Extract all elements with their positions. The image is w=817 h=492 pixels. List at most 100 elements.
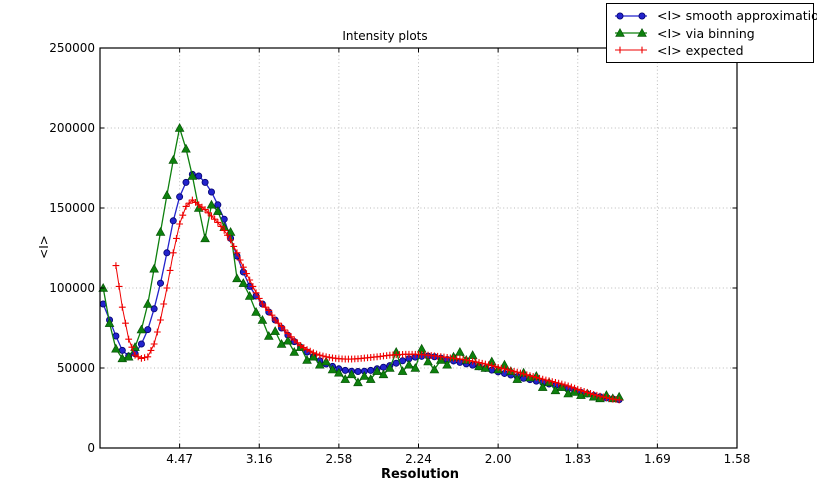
- chart-title: Intensity plots: [342, 29, 428, 43]
- data-point-triangle: [149, 263, 159, 273]
- data-point-circle: [341, 366, 349, 374]
- data-point-triangle: [136, 324, 147, 334]
- data-point-plus: [472, 358, 480, 366]
- data-point-plus: [325, 353, 333, 361]
- data-point-plus: [603, 394, 610, 402]
- data-point-triangle: [353, 377, 363, 387]
- data-point-plus: [243, 270, 250, 277]
- data-point-plus: [313, 350, 320, 358]
- data-point-triangle: [187, 170, 198, 180]
- data-point-triangle: [181, 143, 191, 153]
- data-point-plus: [567, 383, 575, 391]
- data-point-triangle: [365, 374, 376, 383]
- data-point-triangle: [397, 366, 408, 375]
- data-point-triangle: [283, 335, 293, 345]
- data-point-plus: [204, 209, 212, 217]
- data-point-plus: [160, 300, 168, 308]
- data-point-plus: [306, 347, 314, 355]
- legend-label: <I> expected: [657, 42, 744, 58]
- legend-sample: [615, 27, 647, 37]
- data-point-triangle: [327, 364, 338, 374]
- data-point-circle: [392, 359, 400, 367]
- data-point-plus: [303, 346, 311, 353]
- x-tick-label: 2.00: [484, 452, 512, 466]
- data-point-plus: [542, 376, 550, 384]
- data-point-circle: [163, 249, 171, 257]
- data-point-plus: [523, 371, 531, 379]
- data-point-plus: [265, 307, 273, 314]
- series-line: [102, 173, 620, 401]
- data-point-plus: [131, 351, 139, 359]
- data-point-plus: [125, 335, 133, 343]
- data-point-plus: [118, 303, 126, 311]
- data-point-plus: [466, 357, 473, 365]
- data-point-plus: [230, 243, 238, 250]
- data-point-plus: [532, 374, 540, 381]
- data-point-plus: [227, 236, 234, 244]
- data-point-triangle: [104, 318, 115, 327]
- data-point-plus: [596, 392, 604, 400]
- data-point-plus: [214, 219, 222, 226]
- data-point-triangle: [123, 351, 134, 361]
- data-point-plus: [163, 284, 171, 292]
- data-point-triangle: [404, 359, 414, 369]
- data-point-plus: [316, 351, 324, 359]
- data-point-plus: [239, 263, 247, 271]
- data-point-plus: [580, 388, 588, 395]
- data-point-plus: [548, 378, 556, 385]
- data-point-plus: [517, 369, 524, 377]
- data-point-circle: [176, 193, 184, 201]
- data-point-triangle: [251, 306, 261, 316]
- legend-row: <I> expected: [612, 43, 808, 58]
- data-point-triangle: [429, 364, 440, 374]
- data-point-plus: [252, 289, 260, 297]
- data-point-triangle: [200, 233, 210, 243]
- data-point-plus: [481, 360, 489, 368]
- data-point-plus: [501, 365, 508, 373]
- data-point-plus: [182, 203, 190, 210]
- data-point-plus: [615, 396, 623, 404]
- data-point-plus: [157, 316, 164, 324]
- y-tick-label: 50000: [56, 361, 95, 375]
- data-point-plus: [488, 362, 496, 369]
- data-point-plus: [545, 377, 553, 385]
- data-point-plus: [539, 375, 547, 383]
- data-point-circle: [354, 368, 362, 376]
- data-point-triangle: [423, 356, 433, 366]
- data-point-triangle: [111, 343, 121, 353]
- data-point-plus: [201, 206, 209, 213]
- data-point-circle: [182, 178, 190, 186]
- data-point-plus: [590, 391, 598, 398]
- data-point-triangle: [480, 362, 491, 372]
- data-point-circle: [367, 366, 375, 374]
- data-point-plus: [211, 215, 219, 223]
- data-point-plus: [115, 283, 123, 290]
- data-point-plus: [147, 347, 155, 354]
- legend-label: <I> via binning: [657, 25, 755, 41]
- data-point-triangle: [385, 362, 395, 372]
- data-point-triangle: [213, 206, 223, 215]
- data-point-triangle: [537, 382, 548, 391]
- data-point-plus: [153, 328, 161, 336]
- data-point-triangle: [244, 290, 255, 300]
- data-point-plus: [478, 359, 486, 367]
- data-point-circle: [118, 346, 126, 354]
- x-tick-label: 2.58: [325, 452, 353, 466]
- data-point-circle: [201, 178, 209, 186]
- data-point-plus: [599, 393, 607, 401]
- data-point-triangle: [372, 366, 382, 375]
- data-point-triangle: [442, 359, 452, 369]
- data-point-triangle: [168, 154, 179, 164]
- data-point-plus: [504, 366, 512, 374]
- data-point-circle: [195, 172, 203, 180]
- data-point-plus: [510, 367, 518, 375]
- data-point-plus: [179, 211, 187, 219]
- data-point-plus: [128, 343, 136, 351]
- data-point-triangle: [257, 314, 268, 324]
- legend-label: <I> smooth approximation: [657, 8, 817, 24]
- y-tick-label: 200000: [49, 121, 95, 135]
- data-point-plus: [593, 391, 601, 399]
- data-point-plus: [507, 367, 515, 374]
- data-point-plus: [208, 212, 215, 220]
- data-point-plus: [259, 300, 266, 308]
